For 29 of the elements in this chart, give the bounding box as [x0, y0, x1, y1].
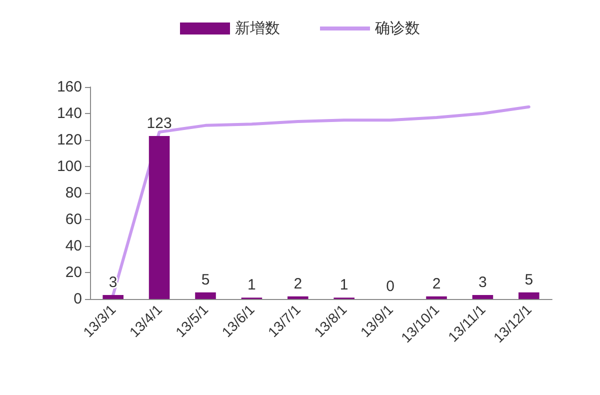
- y-tick-label: 100: [56, 158, 82, 175]
- y-tick-label: 140: [56, 105, 82, 122]
- data-label: 5: [201, 271, 210, 288]
- line-series: [112, 105, 530, 297]
- bar: [426, 296, 447, 299]
- data-label: 1: [248, 276, 256, 294]
- bar: [195, 292, 216, 299]
- y-tick-label: 160: [56, 78, 82, 96]
- data-label: 3: [478, 274, 487, 292]
- bar: [472, 295, 494, 299]
- y-tick-label: 80: [65, 184, 82, 202]
- y-tick-label: 120: [56, 132, 82, 148]
- bar: [518, 292, 540, 299]
- bar: [288, 296, 308, 299]
- y-tick-label: 0: [74, 290, 82, 308]
- data-label: 2: [294, 275, 302, 292]
- data-label: 5: [524, 271, 534, 288]
- data-label: 1: [340, 276, 348, 294]
- y-tick-label: 60: [65, 211, 82, 228]
- legend-label: 新增数: [235, 20, 280, 37]
- data-label: 3: [108, 274, 118, 292]
- bar: [102, 295, 124, 299]
- y-tick-label: 40: [65, 238, 82, 254]
- data-label: 2: [432, 275, 441, 292]
- data-label: 0: [386, 278, 394, 295]
- legend-label: 确诊数: [374, 20, 420, 37]
- bar: [148, 136, 170, 299]
- y-tick-label: 20: [65, 264, 82, 281]
- data-label: 123: [146, 115, 172, 132]
